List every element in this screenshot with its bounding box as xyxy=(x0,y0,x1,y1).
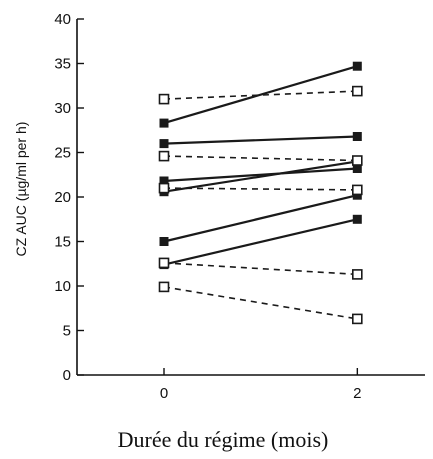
y-tick-label-40: 40 xyxy=(54,11,71,28)
point-7-1 xyxy=(158,93,170,105)
point-11-1 xyxy=(158,281,170,293)
y-axis-label: CZ AUC (µg/ml per h) xyxy=(13,122,29,257)
series-line-4 xyxy=(163,160,358,193)
series-line-8 xyxy=(163,155,358,162)
point-10-1 xyxy=(158,257,170,269)
point-5-1 xyxy=(159,237,169,246)
series-line-1 xyxy=(163,65,358,125)
point-2-2 xyxy=(352,132,362,141)
series-line-10 xyxy=(163,262,358,276)
point-1-2 xyxy=(352,61,362,71)
point-1-1 xyxy=(159,118,169,128)
point-9-1 xyxy=(158,182,170,194)
y-tick-label-30: 30 xyxy=(54,100,71,117)
axes-layer: 0 5 10 15 20 25 30 35 40 0 2 xyxy=(54,11,425,402)
series-line-9 xyxy=(163,187,358,191)
point-9-2 xyxy=(351,184,363,196)
x-axis-label: Durée du régime (mois) xyxy=(118,427,329,452)
series-line-6 xyxy=(163,218,358,266)
series-line-5 xyxy=(163,194,358,243)
lines-layer xyxy=(163,65,358,320)
point-8-2 xyxy=(351,155,363,166)
x-tick-label-0: 0 xyxy=(160,385,168,402)
y-tick-label-25: 25 xyxy=(54,145,71,162)
y-tick-label-10: 10 xyxy=(54,278,71,295)
point-2-1 xyxy=(159,139,169,149)
series-line-3 xyxy=(163,167,358,183)
point-10-2 xyxy=(351,269,363,280)
point-8-1 xyxy=(158,150,170,162)
point-7-2 xyxy=(351,85,363,97)
y-tick-label-0: 0 xyxy=(63,367,71,384)
point-11-2 xyxy=(351,313,363,325)
point-6-2 xyxy=(352,214,362,224)
y-tick-label-5: 5 xyxy=(63,323,71,340)
y-tick-label-35: 35 xyxy=(54,56,71,73)
series-line-2 xyxy=(163,135,358,145)
y-tick-label-20: 20 xyxy=(54,189,71,206)
x-tick-label-2: 2 xyxy=(353,385,361,402)
labels-layer: CZ AUC (µg/ml per h) Durée du régime (mo… xyxy=(13,122,328,452)
markers-layer xyxy=(158,61,363,325)
y-tick-label-15: 15 xyxy=(54,234,71,251)
series-line-11 xyxy=(163,286,358,320)
